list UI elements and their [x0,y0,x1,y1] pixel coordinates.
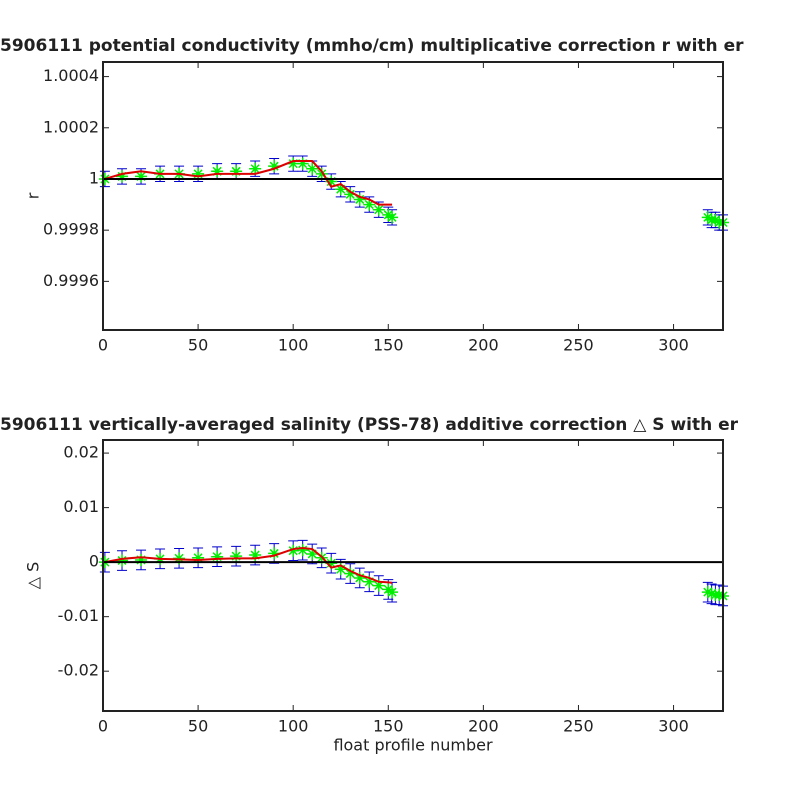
marker [268,547,281,560]
marker [296,544,309,557]
x-tick-label: 50 [188,336,208,355]
marker [705,587,718,600]
marker [135,553,148,566]
y-tick-label: 0.9996 [43,271,99,290]
marker [334,183,347,196]
x-axis-label: float profile number [333,736,493,755]
marker [344,188,357,201]
marker [363,198,376,211]
y-tick-label: 0.02 [63,443,99,462]
x-tick-label: 100 [278,717,309,736]
marker [230,550,243,563]
line-series [104,546,393,584]
marker [211,550,224,563]
marker [173,552,186,565]
y-tick-label: 1 [89,168,99,187]
chart-title: 5906111 vertically-averaged salinity (PS… [0,415,739,435]
marker [268,160,281,173]
marker [386,211,399,224]
marker [325,175,338,188]
marker [353,571,366,584]
marker [709,213,722,226]
line-series [104,160,393,206]
axes-frame [102,439,724,712]
y-axis-label: △ S [24,562,43,590]
marker [372,203,385,216]
marker [701,586,714,599]
marker [372,579,385,592]
marker [382,208,395,221]
x-tick-label: 150 [373,717,404,736]
marker [353,193,366,206]
y-tick-label: -0.01 [58,606,99,625]
marker [249,549,262,562]
axes-frame [102,61,724,331]
marker [296,157,309,170]
marker [315,167,328,180]
marker [116,554,129,567]
x-tick-label: 50 [188,717,208,736]
x-tick-label: 100 [278,336,309,355]
x-tick-label: 250 [563,336,594,355]
x-tick-label: 0 [98,336,108,355]
x-tick-label: 200 [468,717,499,736]
marker [701,211,714,224]
marker [713,588,726,601]
marker [382,583,395,596]
marker [306,547,319,560]
marker [249,162,262,175]
marker [363,575,376,588]
marker [325,557,338,570]
y-tick-label: 0.9998 [43,220,99,239]
y-tick-label: 1.0002 [43,117,99,136]
x-tick-label: 250 [563,717,594,736]
x-tick-label: 300 [658,336,689,355]
marker [192,551,205,564]
x-tick-label: 300 [658,717,689,736]
x-tick-label: 200 [468,336,499,355]
marker [287,157,300,170]
marker [230,165,243,178]
marker [116,170,129,183]
marker [211,165,224,178]
x-tick-label: 150 [373,336,404,355]
marker [334,563,347,576]
marker [306,162,319,175]
y-tick-label: 0 [89,552,99,571]
marker [135,170,148,183]
y-axis-label: r [24,192,43,199]
y-tick-label: 0.01 [63,497,99,516]
y-tick-label: -0.02 [58,661,99,680]
marker [386,586,399,599]
marker [344,567,357,580]
x-tick-label: 0 [98,717,108,736]
chart-title: 5906111 potential conductivity (mmho/cm)… [0,36,744,56]
y-tick-label: 1.0004 [43,66,99,85]
marker [287,544,300,557]
marker [192,167,205,180]
